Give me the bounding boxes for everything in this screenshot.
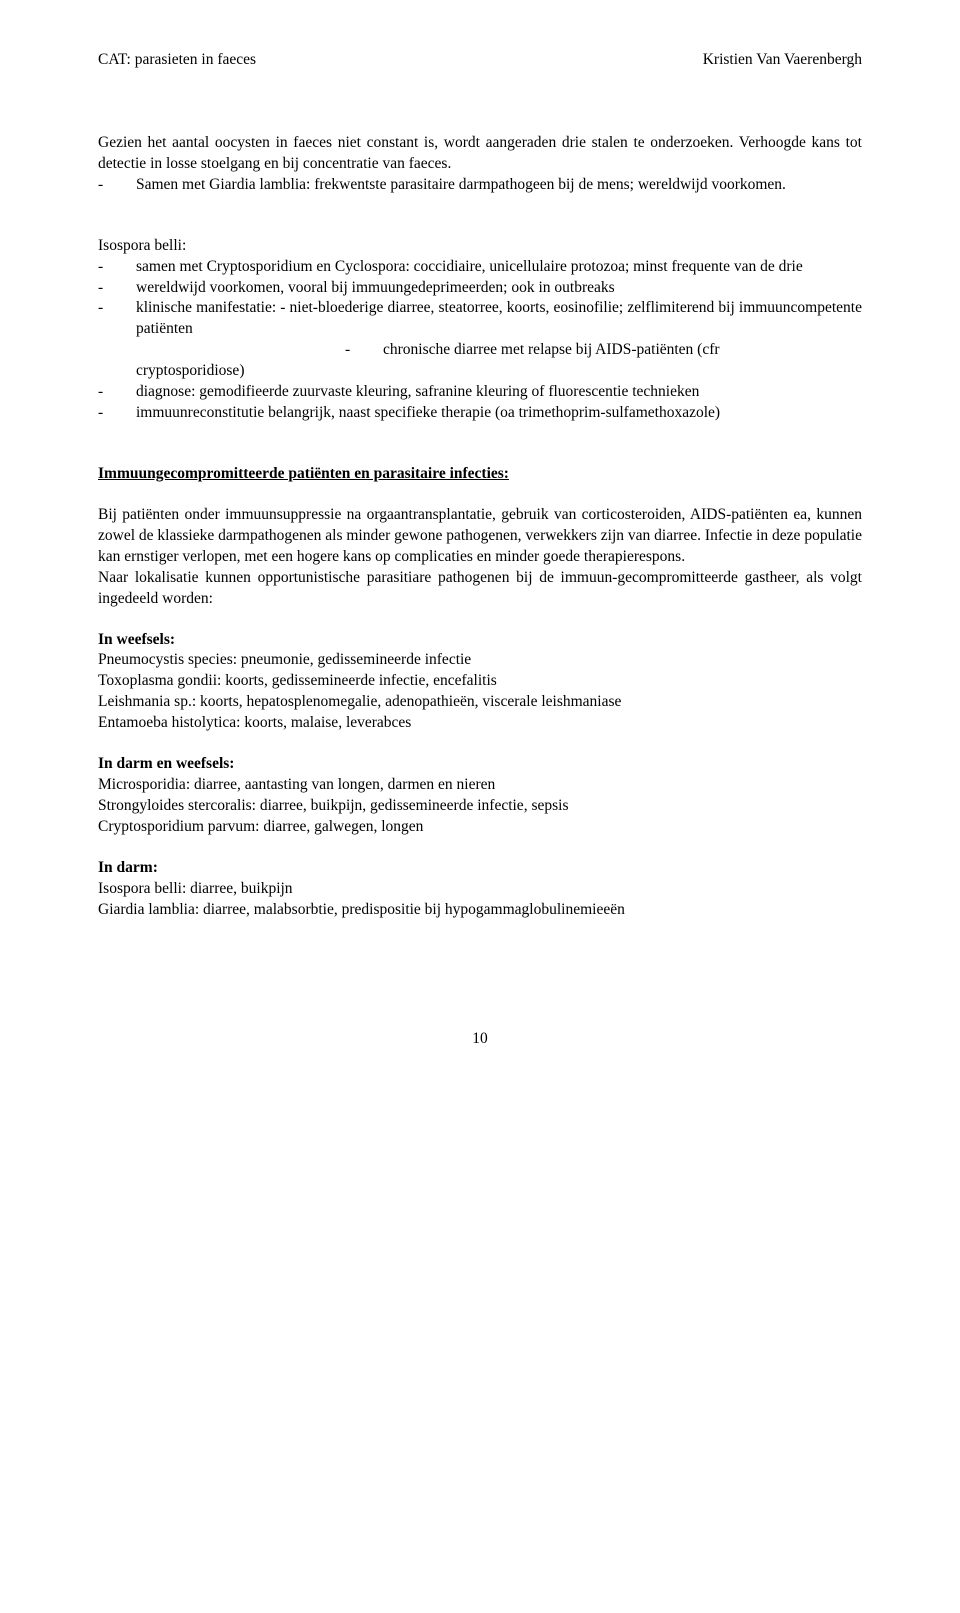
weefsels-heading: In weefsels: [98, 630, 862, 651]
immuno-p2: Naar lokalisatie kunnen opportunistische… [98, 568, 862, 610]
isospora-d1: samen met Cryptosporidium en Cyclospora:… [98, 257, 862, 278]
isospora-d3: klinische manifestatie: - niet-bloederig… [98, 298, 862, 340]
darmweefsels-heading: In darm en weefsels: [98, 754, 862, 775]
immuno-heading: Immuungecompromitteerde patiënten en par… [98, 464, 862, 485]
isospora-d3sub2: cryptosporidiose) [98, 361, 862, 382]
darmweefsels-l3: Cryptosporidium parvum: diarree, galwege… [98, 817, 862, 838]
darmweefsels-l2: Strongyloides stercoralis: diarree, buik… [98, 796, 862, 817]
weefsels-l4: Entamoeba histolytica: koorts, malaise, … [98, 713, 862, 734]
weefsels-l2: Toxoplasma gondii: koorts, gedissemineer… [98, 671, 862, 692]
isospora-d4: diagnose: gemodifieerde zuurvaste kleuri… [98, 382, 862, 403]
isospora-d3sub: -chronische diarree met relapse bij AIDS… [98, 340, 862, 361]
page-number: 10 [98, 1029, 862, 1050]
header-left: CAT: parasieten in faeces [98, 50, 256, 71]
weefsels-l3: Leishmania sp.: koorts, hepatosplenomega… [98, 692, 862, 713]
header-right: Kristien Van Vaerenbergh [703, 50, 862, 71]
darm-l1: Isospora belli: diarree, buikpijn [98, 879, 862, 900]
isospora-d5: immuunreconstitutie belangrijk, naast sp… [98, 403, 862, 424]
darm-l2: Giardia lamblia: diarree, malabsorbtie, … [98, 900, 862, 921]
immuno-p1: Bij patiënten onder immuunsuppressie na … [98, 505, 862, 568]
darmweefsels-l1: Microsporidia: diarree, aantasting van l… [98, 775, 862, 796]
intro-section: Gezien het aantal oocysten in faeces nie… [98, 133, 862, 196]
isospora-d2: wereldwijd voorkomen, vooral bij immuung… [98, 278, 862, 299]
isospora-title: Isospora belli: [98, 236, 862, 257]
intro-dash-1: Samen met Giardia lamblia: frekwentste p… [98, 175, 862, 196]
weefsels-l1: Pneumocystis species: pneumonie, gedisse… [98, 650, 862, 671]
intro-paragraph: Gezien het aantal oocysten in faeces nie… [98, 133, 862, 175]
darm-heading: In darm: [98, 858, 862, 879]
page-header: CAT: parasieten in faeces Kristien Van V… [98, 50, 862, 71]
isospora-section: Isospora belli: samen met Cryptosporidiu… [98, 236, 862, 424]
